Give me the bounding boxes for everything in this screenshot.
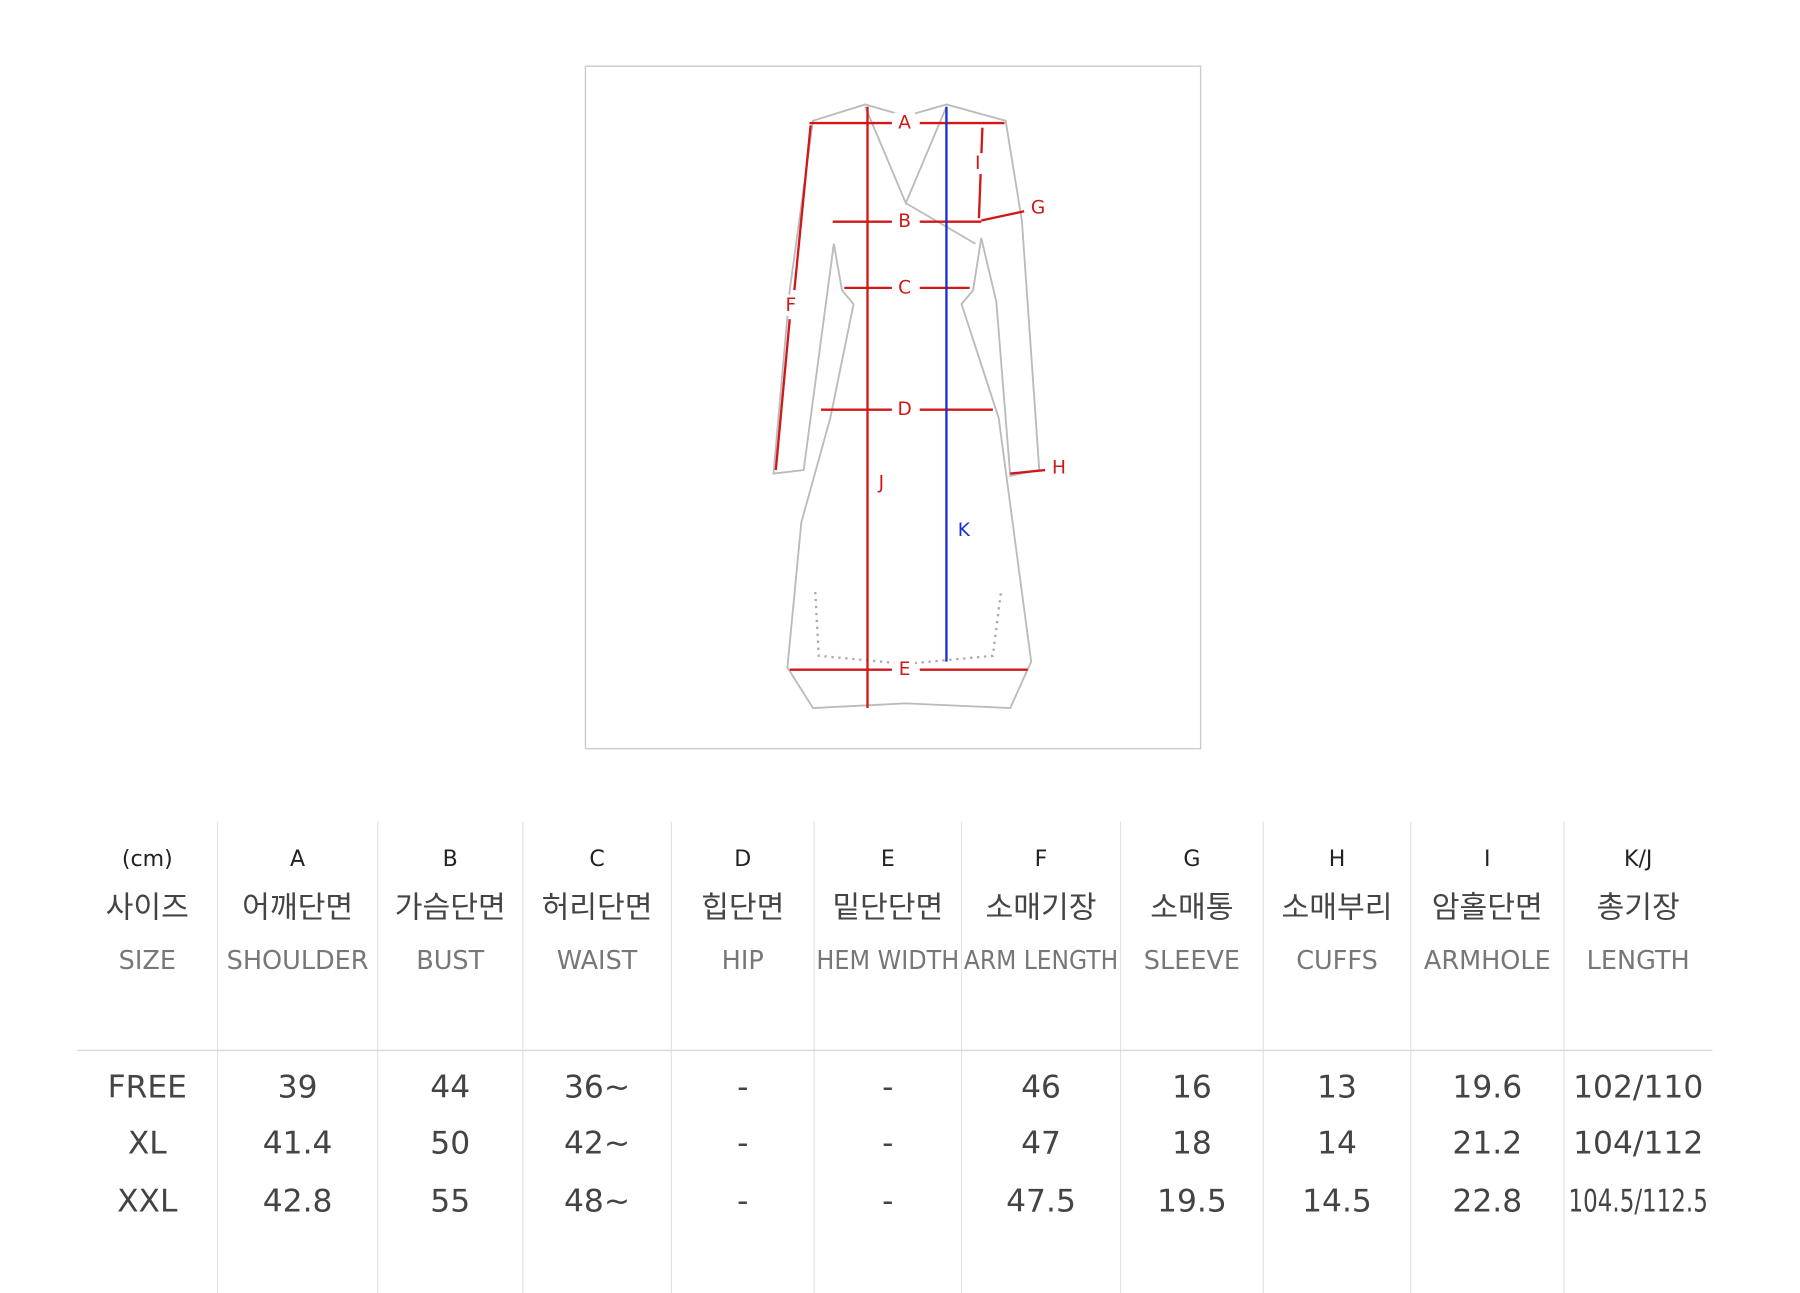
value-cell: 19.5 (1157, 1183, 1227, 1219)
measure-label: I (975, 153, 980, 174)
value-cell: 104/112 (1573, 1125, 1703, 1161)
header-letter: H (1329, 847, 1346, 872)
header-letter: (cm) (122, 847, 173, 872)
value-cell: - (737, 1183, 748, 1219)
header-english: CUFFS (1296, 946, 1378, 976)
label-bg (894, 277, 916, 299)
label-bg (894, 399, 916, 421)
header-letter: E (881, 847, 895, 872)
header-korean: 소매통 (1150, 890, 1233, 925)
measure-label: C (898, 277, 911, 298)
measure-label: D (897, 399, 911, 420)
value-cell: 21.2 (1452, 1125, 1522, 1161)
measure-lines (774, 106, 1046, 709)
label-bg (894, 659, 916, 681)
diagram-frame (584, 65, 1202, 750)
label-bg (780, 294, 802, 316)
value-cell: 22.8 (1452, 1183, 1522, 1219)
header-english: LENGTH (1587, 946, 1690, 976)
value-cell: 42~ (564, 1125, 630, 1161)
header-letter: G (1183, 847, 1200, 872)
label-bg (894, 112, 916, 134)
measure-label: E (899, 659, 911, 680)
header-english: HIP (722, 946, 764, 976)
value-cell: - (737, 1125, 748, 1161)
value-cell: 16 (1172, 1070, 1212, 1106)
measure-label: H (1052, 457, 1066, 478)
measure-label: F (786, 295, 797, 316)
value-cell: 50 (430, 1125, 470, 1161)
header-korean: 밑단단면 (832, 890, 943, 925)
header-english: ARMHOLE (1424, 946, 1551, 976)
header-letter: I (1484, 847, 1491, 872)
value-cell: 14 (1317, 1125, 1357, 1161)
label-bg (894, 211, 916, 233)
measure-label: G (1031, 197, 1045, 218)
value-cell: - (882, 1070, 893, 1106)
value-cell: - (882, 1183, 893, 1219)
header-english: SHOULDER (227, 946, 369, 976)
header-english: SIZE (119, 946, 176, 976)
value-cell: - (737, 1070, 748, 1106)
header-letter: K/J (1624, 847, 1652, 872)
value-cell: 42.8 (263, 1183, 333, 1219)
size-cell: FREE (108, 1070, 187, 1106)
label-bg (1048, 457, 1070, 479)
value-cell: 41.4 (263, 1125, 333, 1161)
header-korean: 암홀단면 (1432, 890, 1543, 925)
value-cell: 48~ (564, 1183, 630, 1219)
measure-label: K (958, 520, 971, 541)
header-letter: B (443, 847, 458, 872)
measure-label: B (898, 211, 911, 232)
measure-label: J (878, 472, 884, 493)
header-english: SLEEVE (1144, 946, 1240, 976)
header-korean: 총기장 (1597, 890, 1680, 925)
value-cell: 18 (1172, 1125, 1212, 1161)
value-cell: 39 (278, 1070, 318, 1106)
value-cell: 104.5/112.5 (1569, 1183, 1708, 1219)
header-english: ARM LENGTH (964, 946, 1118, 976)
value-cell: - (882, 1125, 893, 1161)
header-letter: D (734, 847, 751, 872)
header-korean: 소매부리 (1282, 890, 1393, 925)
header-english: HEM WIDTH (816, 946, 959, 976)
value-cell: 13 (1317, 1070, 1357, 1106)
header-korean: 가슴단면 (395, 890, 506, 925)
size-cell: XXL (117, 1183, 178, 1219)
value-cell: 47.5 (1006, 1183, 1076, 1219)
header-letter: F (1035, 847, 1048, 872)
value-cell: 14.5 (1302, 1183, 1372, 1219)
header-english: BUST (416, 946, 484, 976)
label-bg (1027, 197, 1049, 219)
header-letter: A (290, 847, 305, 872)
header-korean: 어깨단면 (242, 890, 353, 925)
dress-outline (772, 103, 1041, 709)
label-bg (870, 472, 892, 494)
value-cell: 19.6 (1452, 1070, 1522, 1106)
header-letter: C (589, 847, 604, 872)
value-cell: 46 (1021, 1070, 1061, 1106)
header-korean: 허리단면 (542, 890, 653, 925)
value-cell: 36~ (564, 1070, 630, 1106)
header-korean: 소매기장 (986, 890, 1097, 925)
header-english: WAIST (557, 946, 638, 976)
label-bg (967, 153, 989, 175)
measure-label: A (898, 113, 911, 134)
header-korean: 사이즈 (106, 890, 189, 925)
value-cell: 102/110 (1573, 1070, 1703, 1106)
size-cell: XL (128, 1125, 167, 1161)
value-cell: 55 (430, 1183, 470, 1219)
header-korean: 힙단면 (701, 890, 784, 925)
value-cell: 47 (1021, 1125, 1061, 1161)
value-cell: 44 (430, 1070, 470, 1106)
label-bg (953, 519, 975, 541)
